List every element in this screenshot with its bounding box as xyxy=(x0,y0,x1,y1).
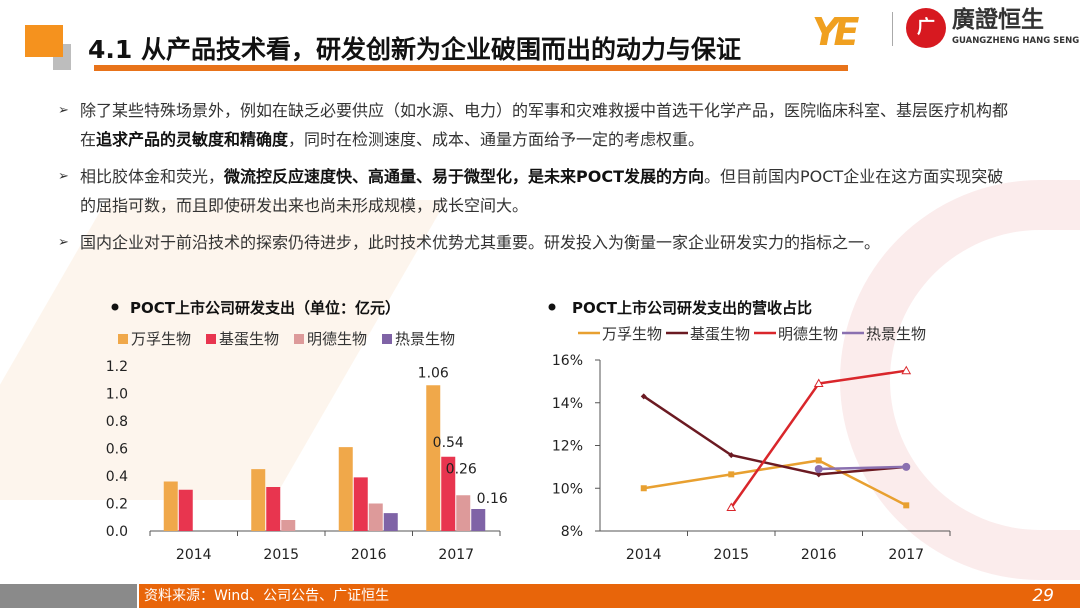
legend-label: 万孚生物 xyxy=(602,325,662,343)
data-point-triangle xyxy=(726,502,737,511)
data-label: 0.54 xyxy=(433,435,464,451)
arrow-bullet-icon: ➢ xyxy=(58,169,69,184)
chart-title: POCT上市公司研发支出的营收占比 xyxy=(572,299,812,317)
legend-label: 明德生物 xyxy=(778,325,838,343)
title-underline xyxy=(94,65,848,71)
data-point-square xyxy=(903,502,910,509)
y-tick-label: 16% xyxy=(552,353,583,369)
bar-万孚生物 xyxy=(251,469,266,531)
arrow-bullet-icon: ➢ xyxy=(58,235,69,250)
legend-label: 明德生物 xyxy=(307,330,367,348)
line-热景生物 xyxy=(818,465,907,471)
bar-万孚生物 xyxy=(163,481,178,531)
legend-swatch xyxy=(206,334,216,344)
x-tick-label: 2016 xyxy=(351,547,387,563)
footer-bar: 资料来源：Wind、公司公告、广证恒生 29 xyxy=(139,584,1080,608)
legend-label: 热景生物 xyxy=(395,330,455,348)
bullet-emphasis: 微流控反应速度快、高通量、易于微型化，是未来POCT发展的方向 xyxy=(224,167,705,186)
legend-label: 基蛋生物 xyxy=(690,325,750,343)
y-tick-label: 0.0 xyxy=(106,524,128,540)
y-tick-label: 0.8 xyxy=(106,414,128,430)
data-label: 0.26 xyxy=(446,461,477,477)
bar-热景生物 xyxy=(471,509,486,531)
y-tick-label: 8% xyxy=(561,524,583,540)
x-tick-label: 2015 xyxy=(263,547,299,563)
title-bullet-icon xyxy=(548,303,556,311)
line-明德生物 xyxy=(730,369,907,509)
bullet-item: ➢ 相比胶体金和荧光，微流控反应速度快、高通量、易于微型化，是未来POCT发展的方… xyxy=(58,162,1018,220)
legend-label: 热景生物 xyxy=(866,325,926,343)
x-tick-label: 2015 xyxy=(713,547,749,563)
data-point-circle xyxy=(902,462,911,471)
bar-明德生物 xyxy=(281,520,296,531)
page-title: 4.1 从产品技术看，研发创新为企业破围而出的动力与保证 xyxy=(88,35,741,64)
bar-明德生物 xyxy=(456,495,471,531)
data-point-diamond xyxy=(815,471,822,478)
bullet-text: 。但目前国内POCT企业在这方面实现突破的屈指可数，而且即使研发出来也尚未形成规… xyxy=(80,167,1004,215)
legend-swatch xyxy=(118,334,128,344)
y-tick-label: 0.6 xyxy=(106,442,128,458)
bullet-emphasis: 追求产品的灵敏度和精确度 xyxy=(96,130,289,149)
legend-swatch xyxy=(294,334,304,344)
company-name-en: GUANGZHENG HANG SENG xyxy=(952,36,1080,46)
legend-swatch xyxy=(382,334,392,344)
x-tick-label: 2017 xyxy=(888,547,924,563)
data-point-circle xyxy=(814,465,823,474)
bullet-text: 国内企业对于前沿技术的探索仍待进步，此时技术优势尤其重要。研发投入为衡量一家企业… xyxy=(80,233,881,252)
bar-基蛋生物 xyxy=(353,477,368,531)
bar-基蛋生物 xyxy=(441,456,456,531)
page-number: 29 xyxy=(1032,586,1054,606)
line-万孚生物 xyxy=(643,459,907,507)
data-point-diamond xyxy=(728,452,735,459)
y-tick-label: 0.2 xyxy=(106,497,128,513)
arrow-bullet-icon: ➢ xyxy=(58,103,69,118)
bar-基蛋生物 xyxy=(178,489,193,531)
guangzheng-seal-logo: 广 xyxy=(906,8,946,48)
bullet-text: 相比胶体金和荧光， xyxy=(80,167,225,186)
data-point-square xyxy=(640,485,647,492)
data-point-diamond xyxy=(640,393,647,400)
data-point-square xyxy=(728,471,735,478)
bullet-list: ➢ 除了某些特殊场景外，例如在缺乏必要供应（如水源、电力）的军事和灾难救援中首选干… xyxy=(58,96,1018,265)
charts-canvas: POCT上市公司研发支出（单位：亿元） 万孚生物 基蛋生物 明德生物 热景生物 0.0 0.… xyxy=(106,299,951,563)
bullet-item: ➢ 除了某些特殊场景外，例如在缺乏必要供应（如水源、电力）的军事和灾难救援中首选干… xyxy=(58,96,1018,154)
data-label: 0.16 xyxy=(477,491,508,507)
data-point-square xyxy=(815,457,822,464)
y-tick-label: 12% xyxy=(552,439,583,455)
bar-热景生物 xyxy=(383,513,398,531)
bullet-text: 除了某些特殊场景外，例如在缺乏必要供应（如水源、电力）的军事和灾难救援中首选干化… xyxy=(80,101,1009,149)
bullet-text: ，同时在检测速度、成本、通量方面给予一定的考虑权重。 xyxy=(288,130,705,149)
footer-gray-block xyxy=(0,584,137,608)
data-label: 1.06 xyxy=(418,365,449,381)
y-tick-label: 14% xyxy=(552,396,583,412)
data-point-triangle xyxy=(813,378,824,388)
x-tick-label: 2014 xyxy=(626,547,662,563)
bar-万孚生物 xyxy=(338,447,353,531)
x-tick-label: 2016 xyxy=(801,547,837,563)
x-tick-label: 2017 xyxy=(438,547,474,563)
title-decoration-orange xyxy=(25,25,63,57)
chart-title: POCT上市公司研发支出（单位：亿元） xyxy=(130,299,400,317)
legend-label: 万孚生物 xyxy=(131,330,191,348)
title-bullet-icon xyxy=(111,303,119,311)
y-tick-label: 10% xyxy=(552,481,583,497)
line-基蛋生物 xyxy=(643,395,907,476)
bar-明德生物 xyxy=(368,503,383,531)
y-tick-label: 1.2 xyxy=(106,359,128,375)
x-tick-label: 2014 xyxy=(176,547,212,563)
legend-label: 基蛋生物 xyxy=(219,330,279,348)
company-name-cn: 廣證恒生 xyxy=(952,7,1044,33)
bar-万孚生物 xyxy=(426,385,441,531)
y-tick-label: 0.4 xyxy=(106,469,128,485)
logo-divider xyxy=(892,12,893,46)
y-tick-label: 1.0 xyxy=(106,387,128,403)
footer-source: 资料来源：Wind、公司公告、广证恒生 xyxy=(144,588,390,604)
bullet-item: ➢ 国内企业对于前沿技术的探索仍待进步，此时技术优势尤其重要。研发投入为衡量一家企… xyxy=(58,228,1018,257)
data-point-triangle xyxy=(901,365,912,375)
footer: 资料来源：Wind、公司公告、广证恒生 29 xyxy=(0,584,1080,608)
ye-logo: YE xyxy=(812,10,860,54)
bar-基蛋生物 xyxy=(266,487,281,531)
